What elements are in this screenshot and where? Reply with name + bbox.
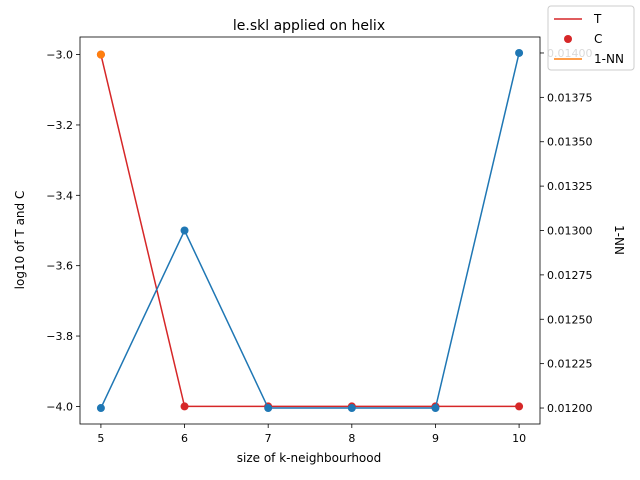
x-tick-label: 8 [348,432,355,445]
series-1-nn-line [100,52,520,409]
y2-tick-label: 0.01225 [547,358,593,371]
y-tick-label: −4.0 [46,400,73,413]
series-c-point [180,402,189,411]
series-1-nn-point [180,226,189,235]
y2-tick-label: 0.01250 [547,313,593,326]
y2-tick-label: 0.01325 [547,180,593,193]
series-1-nn-point [96,404,105,413]
legend: TC 1-NN [547,5,635,71]
legend-swatch-marker [564,35,572,43]
y-tick-label: −3.6 [46,260,73,273]
y2-tick-label: 0.01375 [547,91,593,104]
legend-label: 1-NN [594,52,624,66]
x-axis-label: size of k-neighbourhood [237,451,381,465]
series-1-nn-point [347,404,356,413]
y-tick-label: −3.4 [46,189,73,202]
series-c-point [515,402,524,411]
x-tick-label: 7 [265,432,272,445]
y2-tick-label: 0.01200 [547,402,593,415]
y-tick-label: −3.8 [46,330,73,343]
series-1-nn-point [431,404,440,413]
legend-label: T [593,12,602,26]
y2-tick-label: 0.01275 [547,269,593,282]
series-1-nn-point [515,48,524,57]
x-tick-label: 6 [181,432,188,445]
axes-frame [79,36,541,425]
x-tick-label: 9 [432,432,439,445]
plot-area: 5 6 7 8 9 10 −3.0 −3.2 −3.4 −3.6 −3.8 −4.0 0.01200 0.… [46,36,593,445]
legend-box [547,5,635,71]
y-tick-label: −3.2 [46,119,73,132]
series-t-line [100,54,520,408]
x-tick-label: 5 [97,432,104,445]
x-tick-label: 10 [512,432,526,445]
legend-label: C [594,32,602,46]
y2-tick-label: 0.01300 [547,225,593,238]
chart-title: le.skl applied on helix [233,18,385,34]
y2-axis-label: 1-NN [612,225,626,255]
extra-marker-point [96,50,105,59]
y-tick-label: −3.0 [46,49,73,62]
y2-tick-label: 0.01350 [547,136,593,149]
series-1-nn-point [264,404,273,413]
y-axis-label: log10 of T and C [13,191,27,290]
